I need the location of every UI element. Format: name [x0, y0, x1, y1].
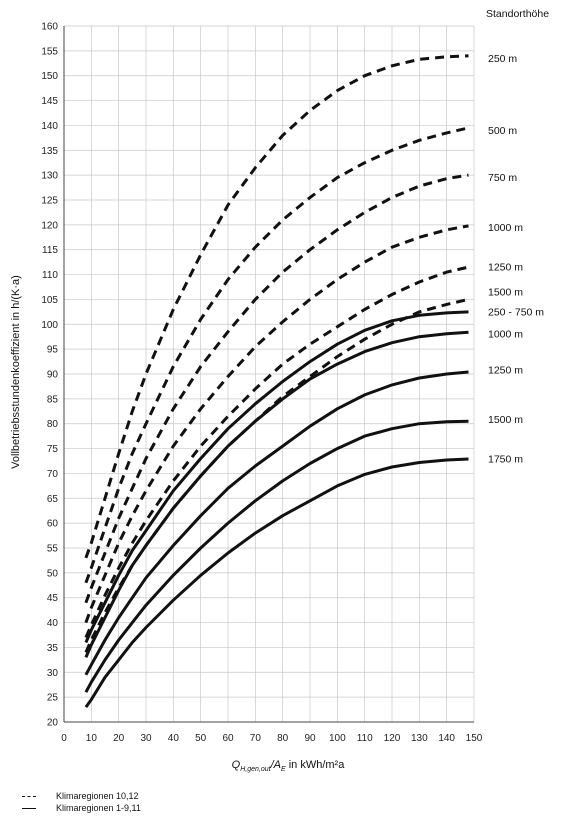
x-tick-label: 30	[140, 733, 152, 744]
x-tick-label: 20	[113, 733, 125, 744]
series-label: 250 - 750 m	[488, 306, 544, 318]
y-tick-label: 65	[47, 494, 59, 505]
y-tick-label: 25	[47, 693, 59, 704]
x-tick-label: 140	[438, 733, 455, 744]
y-tick-label: 115	[42, 245, 58, 256]
x-tick-label: 100	[329, 733, 346, 744]
series	[84, 54, 469, 708]
y-tick-label: 150	[41, 71, 58, 82]
y-tick-label: 95	[47, 345, 59, 356]
y-tick-label: 140	[41, 121, 58, 132]
series-label: 250 m	[488, 53, 517, 65]
series-line-solid	[84, 419, 469, 693]
legend: Klimaregionen 10,12 Klimaregionen 1-9,11	[22, 790, 141, 814]
series-line-dashed	[84, 224, 469, 624]
x-tick-label: 10	[86, 733, 98, 744]
y-tick-label: 50	[47, 568, 59, 579]
y-tick-label: 80	[47, 419, 59, 430]
chart-svg: 2025303540455055606570758085909510010511…	[10, 8, 549, 773]
y-tick-label: 45	[47, 593, 59, 604]
y-tick-label: 55	[47, 544, 59, 555]
x-tick-label: 80	[277, 733, 289, 744]
y-tick-label: 125	[41, 196, 58, 207]
y-tick-label: 120	[41, 220, 58, 231]
series-label: 1000 m	[488, 222, 523, 234]
series-line-dashed	[84, 126, 469, 584]
series-label: 1750 m	[488, 454, 523, 466]
series-label: 500 m	[488, 125, 517, 137]
legend-label-dashed: Klimaregionen 10,12	[56, 791, 139, 801]
y-tick-label: 75	[47, 444, 59, 455]
y-tick-label: 60	[47, 519, 59, 530]
y-tick-label: 20	[47, 718, 59, 729]
series-line-dashed	[84, 173, 469, 604]
x-tick-label: 110	[357, 733, 373, 744]
legend-item-solid: Klimaregionen 1-9,11	[22, 802, 141, 814]
grid	[63, 25, 475, 723]
x-tick-label: 0	[61, 733, 67, 744]
x-axis-title-q: Q	[232, 759, 241, 771]
x-tick-label: 120	[384, 733, 401, 744]
y-tick-label: 30	[47, 668, 59, 679]
y-tick-label: 35	[47, 643, 59, 654]
y-tick-label: 100	[41, 320, 58, 331]
y-tick-label: 70	[47, 469, 59, 480]
x-tick-label: 70	[250, 733, 262, 744]
series-label: 1500 m	[488, 286, 523, 298]
series-line-solid	[84, 310, 469, 644]
y-tick-label: 40	[47, 618, 59, 629]
legend-swatch-solid	[22, 807, 36, 809]
y-tick-label: 160	[41, 22, 58, 33]
x-axis-title-q-sub: H,gen,out	[240, 766, 271, 773]
y-tick-label: 135	[41, 146, 58, 157]
x-axis-title-ae-sub: E	[281, 766, 286, 773]
y-tick-label: 145	[41, 96, 58, 107]
series-label: 1500 m	[488, 414, 523, 426]
y-axis-title: Vollbetriebsstundenkoeffizient in h/(K·a…	[10, 275, 22, 469]
series-line-solid	[84, 457, 469, 708]
x-tick-label: 130	[411, 733, 428, 744]
axes: 2025303540455055606570758085909510010511…	[41, 22, 482, 745]
series-label: 1250 m	[488, 262, 523, 274]
legend-title: Standorthöhe	[486, 8, 549, 20]
y-tick-label: 90	[47, 370, 59, 381]
y-tick-label: 105	[41, 295, 58, 306]
series-line-dashed	[84, 297, 469, 653]
x-axis-title: QH,gen,out/AE in kWh/m²a	[232, 759, 346, 773]
series-labels: 250 m 500 m 750 m 1000 m 1250 m 1500 m 250 - 7…	[488, 53, 544, 466]
y-tick-label: 130	[41, 171, 58, 182]
x-axis-title-ae: /A	[270, 759, 281, 771]
legend-swatch-dashed	[22, 795, 36, 797]
y-tick-label: 85	[47, 394, 59, 405]
x-tick-label: 150	[466, 733, 483, 744]
series-line-dashed	[84, 54, 469, 559]
series-line-solid	[84, 370, 469, 676]
y-tick-label: 155	[41, 46, 58, 57]
legend-label-solid: Klimaregionen 1-9,11	[56, 803, 141, 813]
series-label: 1000 m	[488, 329, 523, 341]
x-tick-label: 50	[195, 733, 207, 744]
series-label: 750 m	[488, 172, 517, 184]
x-tick-label: 90	[304, 733, 316, 744]
y-tick-label: 110	[42, 270, 58, 281]
series-line-solid	[84, 330, 469, 658]
x-tick-label: 60	[222, 733, 234, 744]
x-tick-label: 40	[168, 733, 180, 744]
x-axis-title-unit: in kWh/m²a	[286, 759, 346, 771]
series-label: 1250 m	[488, 365, 523, 377]
legend-item-dashed: Klimaregionen 10,12	[22, 790, 141, 802]
